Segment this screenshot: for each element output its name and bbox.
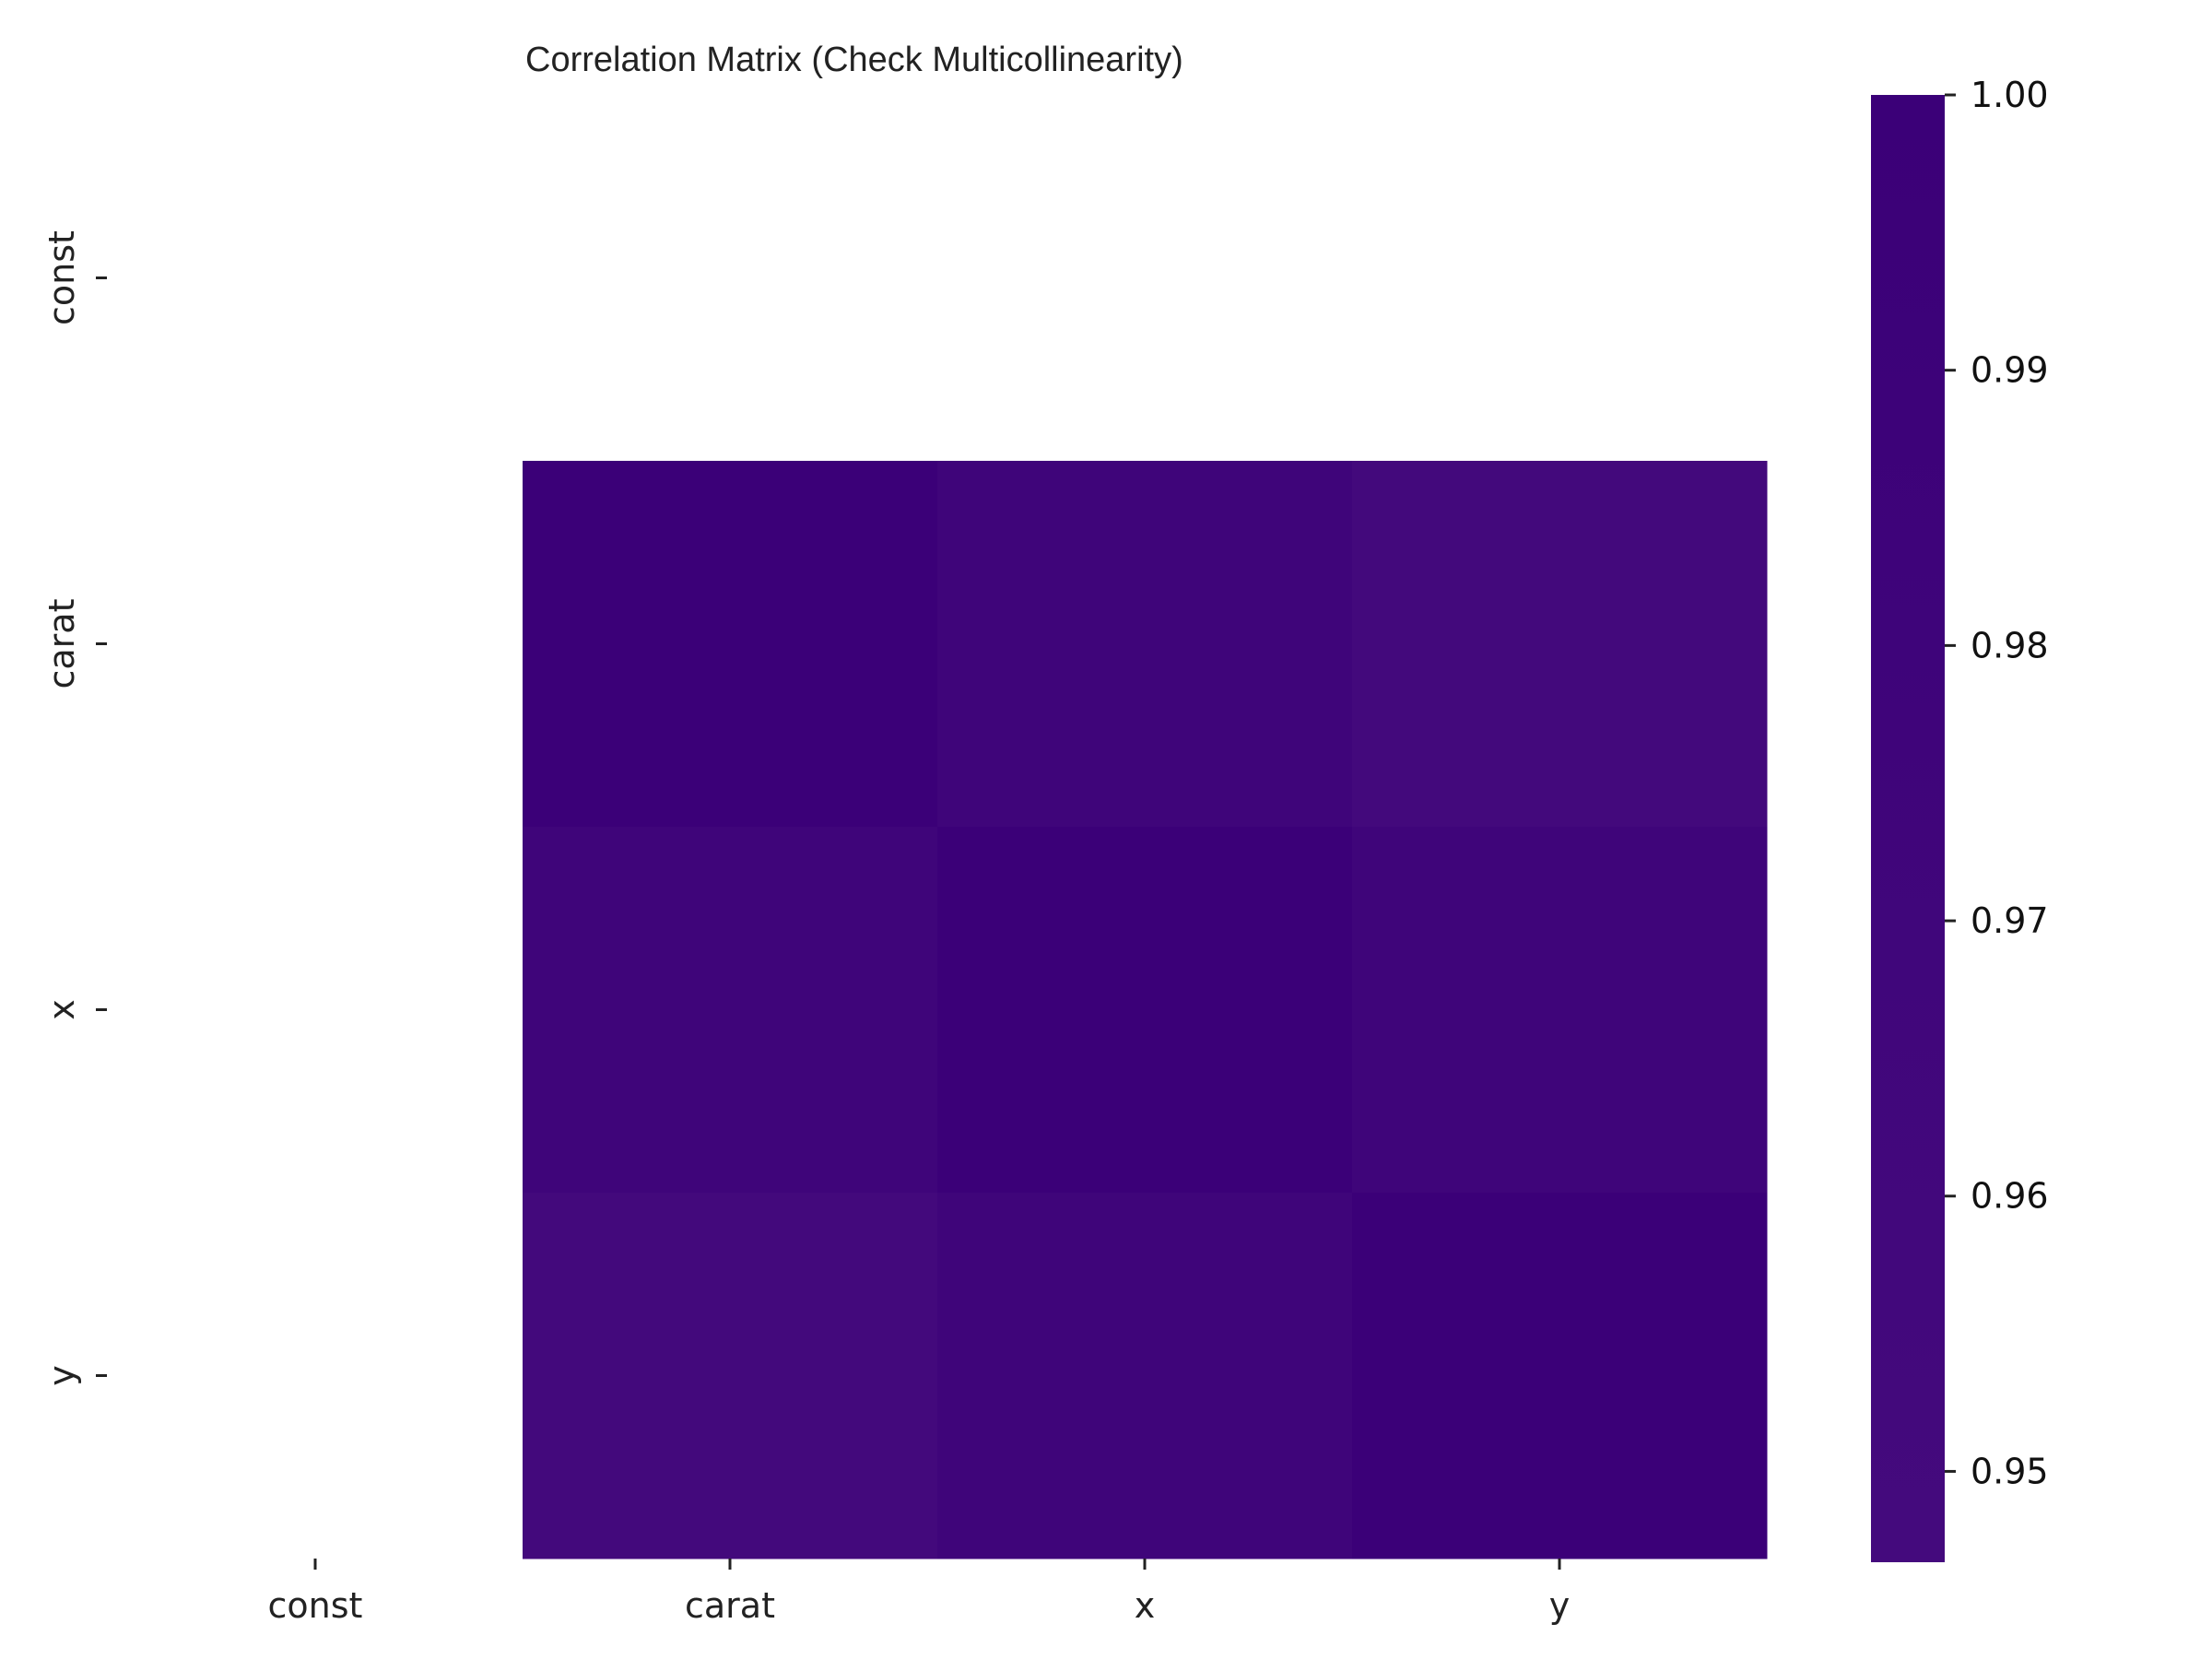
y-tick-label: const: [41, 230, 82, 325]
chart-title: Correlation Matrix (Check Multicollinear…: [525, 41, 1183, 79]
heatmap-cell-x-y: [1352, 827, 1768, 1194]
heatmap-cells: [523, 461, 1768, 1559]
colorbar-tick-label: 0.96: [1971, 1176, 2049, 1217]
x-axis: const carat x y: [268, 1559, 1571, 1626]
heatmap-cell-y-y: [1352, 1193, 1768, 1559]
y-axis: const carat x y: [41, 230, 107, 1386]
heatmap-cell-x-x: [937, 827, 1353, 1194]
colorbar-tick-label: 1.00: [1971, 75, 2049, 115]
heatmap-cell-y-x: [937, 1193, 1353, 1559]
x-tick-label: const: [268, 1585, 363, 1626]
y-tick-label: x: [41, 999, 82, 1020]
colorbar-tick-label: 0.98: [1971, 625, 2049, 665]
colorbar-tick-label: 0.99: [1971, 350, 2049, 391]
colorbar-ticks: 0.95 0.96 0.97 0.98 0.99 1.00: [1945, 75, 2049, 1491]
heatmap-cell-carat-y: [1352, 461, 1768, 828]
y-tick-label: carat: [41, 599, 82, 689]
heatmap-cell-y-carat: [523, 1193, 938, 1559]
heatmap-cell-carat-carat: [523, 461, 938, 828]
x-tick-label: y: [1549, 1585, 1571, 1626]
colorbar: [1871, 95, 1945, 1562]
heatmap-cell-x-carat: [523, 827, 938, 1194]
colorbar-tick-label: 0.97: [1971, 900, 2049, 941]
y-tick-label: y: [41, 1365, 82, 1386]
x-tick-label: x: [1135, 1585, 1156, 1626]
colorbar-tick-label: 0.95: [1971, 1451, 2049, 1491]
x-tick-label: carat: [685, 1585, 775, 1626]
heatmap-cell-carat-x: [937, 461, 1353, 828]
